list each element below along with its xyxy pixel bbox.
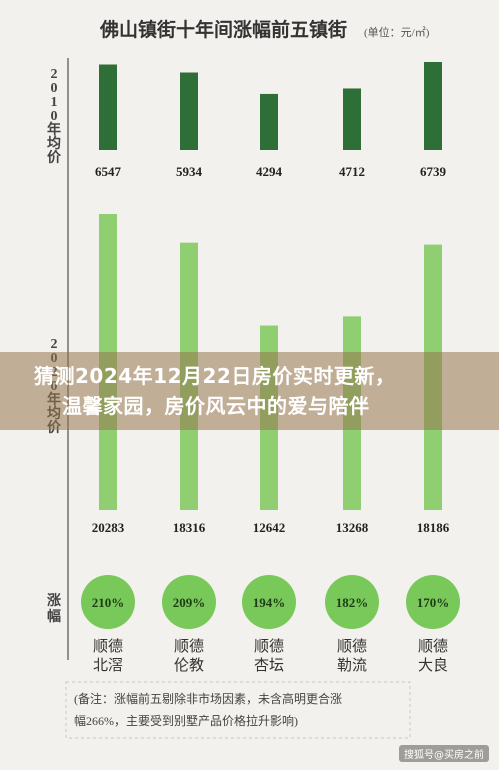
growth-row-label-char: 幅: [47, 608, 61, 625]
note-line-2: 幅266%，主要受到别墅产品价格拉升影响): [74, 713, 298, 728]
data-label-2010: 4712: [339, 164, 365, 179]
data-label-2020: 13268: [336, 520, 369, 535]
data-label-2020: 18316: [173, 520, 206, 535]
growth-value: 170%: [417, 595, 450, 610]
category-label-line1: 顺德: [93, 637, 123, 655]
growth-circle: [162, 575, 216, 629]
data-label-2010: 6547: [95, 164, 122, 179]
chart-title: 佛山镇街十年间涨幅前五镇街: [99, 18, 347, 41]
data-label-2010: 6739: [420, 164, 447, 179]
source-watermark: 搜狐号@买房之前: [399, 745, 489, 762]
panel-2010-label-char: 均: [47, 135, 61, 152]
data-label-2020: 18186: [417, 520, 450, 535]
growth-value: 209%: [173, 595, 206, 610]
category-label-line1: 顺德: [337, 637, 367, 655]
category-label-line2: 勒流: [337, 657, 367, 674]
growth-circle: [242, 575, 296, 629]
growth-row-label: 涨幅: [47, 593, 61, 625]
category-label-line1: 顺德: [254, 637, 284, 655]
bar-2010: [343, 88, 361, 150]
headline-banner: [0, 352, 499, 430]
category-label-line2: 伦教: [174, 657, 204, 674]
headline-line-1: 猜测2024年12月22日房价实时更新，: [34, 364, 396, 388]
headline-line-2: 温馨家园，房价风云中的爱与陪伴: [62, 394, 370, 418]
growth-row-label-char: 涨: [47, 593, 61, 609]
bar-2010: [180, 72, 198, 150]
panel-2010-label-char: 年: [47, 121, 61, 138]
growth-value: 182%: [336, 595, 369, 610]
category-label-line1: 顺德: [418, 637, 448, 655]
data-label-2020: 12642: [253, 520, 286, 535]
category-label-line1: 顺德: [174, 637, 204, 655]
growth-circle: [406, 575, 460, 629]
category-label-line2: 大良: [418, 657, 448, 674]
panel-2010-label-char: 2: [51, 67, 58, 82]
category-label-line2: 杏坛: [254, 657, 284, 674]
panel-2010-label-char: 0: [51, 81, 58, 96]
chart-unit: (单位：元/㎡): [364, 25, 430, 39]
category-label-line2: 北滘: [93, 657, 123, 674]
panel-2020-label-char: 2: [51, 337, 58, 352]
data-label-2020: 20283: [92, 520, 125, 535]
panel-2010-label-char: 1: [51, 95, 58, 110]
panel-2010-label-char: 0: [51, 109, 58, 124]
panel-2010-label-char: 价: [47, 150, 62, 166]
data-label-2010: 4294: [256, 164, 283, 179]
bar-2010: [424, 62, 442, 150]
note-box: [65, 681, 411, 739]
growth-value: 210%: [92, 595, 125, 610]
growth-value: 194%: [253, 595, 286, 610]
bar-2010: [260, 93, 278, 150]
data-label-2010: 5934: [176, 164, 203, 179]
note-line-1: (备注：涨幅前五剔除非市场因素，未含高明更合涨: [74, 691, 342, 706]
growth-circle: [81, 575, 135, 629]
growth-circle: [325, 575, 379, 629]
bar-2010: [99, 64, 117, 150]
